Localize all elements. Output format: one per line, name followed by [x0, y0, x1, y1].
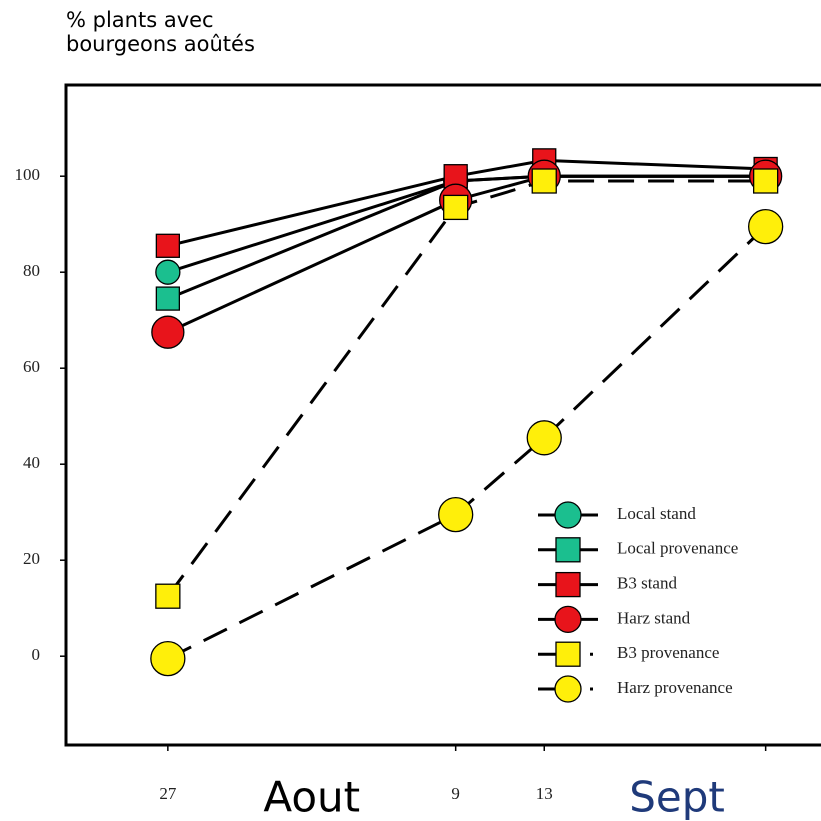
point: [155, 259, 181, 285]
legend-marker: [555, 571, 581, 598]
y-tick-label: 100: [15, 165, 41, 184]
y-tick-label: 80: [23, 261, 40, 280]
x-tick-label: 27: [159, 784, 177, 803]
legend-marker: [554, 675, 582, 703]
legend-label: Harz provenance: [617, 678, 733, 697]
y-tick-label: 40: [23, 453, 40, 472]
point: [155, 233, 180, 258]
point: [531, 168, 557, 194]
point: [526, 420, 562, 456]
legend-marker: [554, 501, 582, 529]
y-tick-label: 0: [32, 645, 41, 664]
legend-label: Local stand: [617, 504, 696, 523]
legend-label: Local provenance: [617, 539, 738, 558]
point: [752, 168, 779, 194]
x-tick-label: 13: [536, 784, 553, 803]
point: [150, 640, 186, 677]
point: [747, 208, 784, 245]
month-label: Aout: [263, 773, 360, 821]
series-line: [167, 225, 767, 660]
legend-label: B3 stand: [617, 574, 677, 593]
point: [155, 583, 181, 609]
x-tick-label: 9: [451, 784, 460, 803]
series-line: [167, 174, 766, 334]
y-tick-label: 60: [23, 357, 40, 376]
point: [438, 496, 474, 533]
y-label-line: bourgeons aoûtés: [66, 32, 255, 56]
series-line: [166, 179, 766, 598]
legend-label: B3 provenance: [617, 643, 719, 662]
legend-marker: [555, 537, 581, 563]
month-label: Sept: [629, 773, 725, 821]
point: [151, 315, 185, 349]
y-tick-label: 20: [23, 549, 40, 568]
point: [443, 194, 469, 221]
y-label-line: % plants avec: [66, 8, 214, 32]
series-line: [167, 158, 766, 248]
legend-label: Harz stand: [617, 608, 691, 627]
point: [155, 286, 180, 311]
legend-marker: [555, 641, 581, 667]
legend-marker: [554, 605, 582, 634]
